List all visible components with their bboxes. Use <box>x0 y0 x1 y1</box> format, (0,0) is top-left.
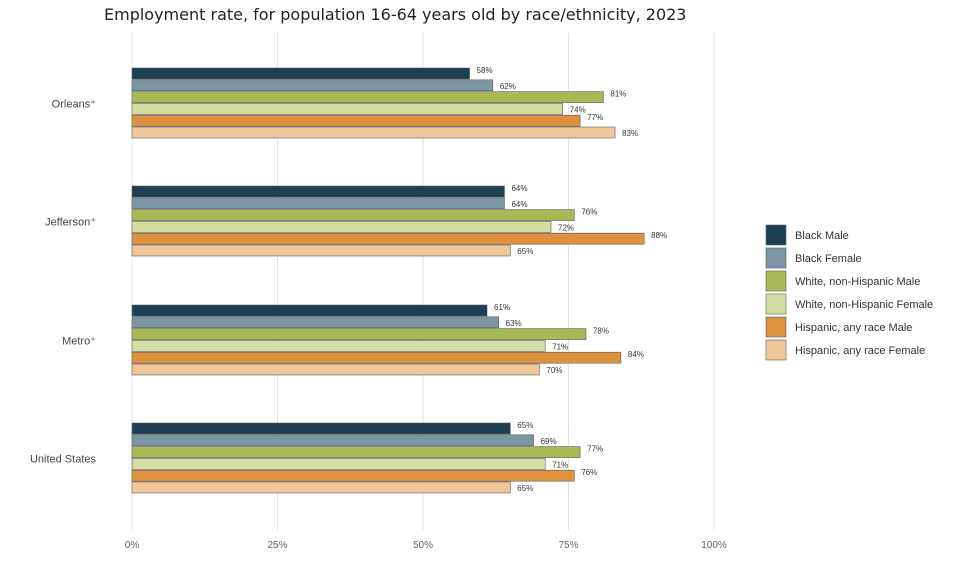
category-label: Jefferson⁺ <box>45 216 96 228</box>
bar <box>131 340 546 352</box>
legend-label: White, non-Hispanic Female <box>795 299 933 311</box>
legend-label: Hispanic, any race Female <box>795 345 925 357</box>
data-label: 81% <box>610 90 626 99</box>
data-label: 65% <box>517 484 533 493</box>
legend-swatch <box>765 224 787 246</box>
legend-swatch <box>765 293 787 315</box>
bar <box>131 114 581 127</box>
bar <box>131 232 645 245</box>
bar <box>131 351 622 364</box>
bar <box>131 446 581 458</box>
bar <box>131 481 511 494</box>
bar <box>131 221 552 233</box>
data-label: 65% <box>517 421 533 430</box>
category-label: Metro⁺ <box>62 335 96 347</box>
bar <box>131 304 488 317</box>
x-tick-label: 75% <box>558 540 578 551</box>
category-label: Orleans⁺ <box>52 98 97 110</box>
legend-swatch <box>765 247 787 269</box>
data-label: 62% <box>500 82 516 91</box>
legend-swatch <box>765 339 787 361</box>
data-label: 65% <box>517 247 533 256</box>
data-label: 64% <box>511 200 527 209</box>
data-label: 63% <box>506 319 522 328</box>
data-label: 71% <box>552 460 568 469</box>
data-label: 88% <box>651 231 667 240</box>
x-tick-label: 50% <box>413 540 433 551</box>
bar <box>131 244 511 257</box>
category-label: United States <box>30 453 97 465</box>
bar <box>131 103 563 115</box>
x-tick-label: 0% <box>125 540 140 551</box>
data-label: 58% <box>477 66 493 75</box>
bar <box>131 67 470 80</box>
legend-label: Hispanic, any race Male <box>795 322 912 334</box>
bar <box>131 91 604 103</box>
bar <box>131 185 505 198</box>
legend-swatch <box>765 316 787 338</box>
bar <box>131 422 511 435</box>
bar <box>131 363 540 376</box>
legend-swatch <box>765 270 787 292</box>
bar <box>131 469 575 482</box>
legend-label: Black Female <box>795 253 862 265</box>
data-label: 78% <box>593 327 609 336</box>
data-label: 77% <box>587 445 603 454</box>
data-label: 83% <box>622 129 638 138</box>
bar <box>131 316 499 329</box>
data-label: 64% <box>511 184 527 193</box>
bar <box>131 209 575 221</box>
bar <box>131 434 534 447</box>
legend-label: Black Male <box>795 230 849 242</box>
bar <box>131 79 494 92</box>
bar <box>131 458 546 470</box>
data-label: 74% <box>570 105 586 114</box>
legend-label: White, non-Hispanic Male <box>795 276 920 288</box>
chart-title: Employment rate, for population 16-64 ye… <box>104 5 687 24</box>
bar <box>131 328 587 340</box>
bar <box>131 197 505 210</box>
data-label: 72% <box>558 223 574 232</box>
data-label: 77% <box>587 113 603 122</box>
data-label: 61% <box>494 303 510 312</box>
data-label: 84% <box>628 350 644 359</box>
x-tick-label: 25% <box>267 540 287 551</box>
x-tick-label: 100% <box>701 540 727 551</box>
data-label: 76% <box>581 208 597 217</box>
data-label: 69% <box>541 437 557 446</box>
data-label: 71% <box>552 342 568 351</box>
data-label: 76% <box>581 468 597 477</box>
data-label: 70% <box>546 366 562 375</box>
bar <box>131 126 616 139</box>
